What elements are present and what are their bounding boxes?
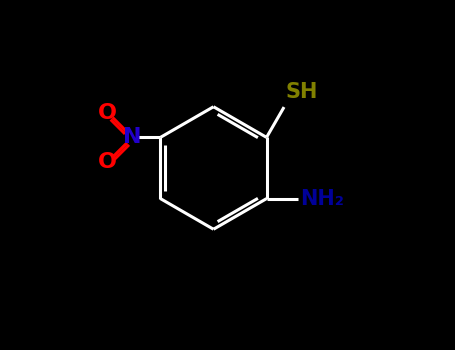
Text: SH: SH <box>286 82 318 102</box>
Text: NH₂: NH₂ <box>300 189 344 209</box>
Text: O: O <box>98 103 117 122</box>
Text: N: N <box>123 127 142 147</box>
Text: O: O <box>98 152 117 172</box>
